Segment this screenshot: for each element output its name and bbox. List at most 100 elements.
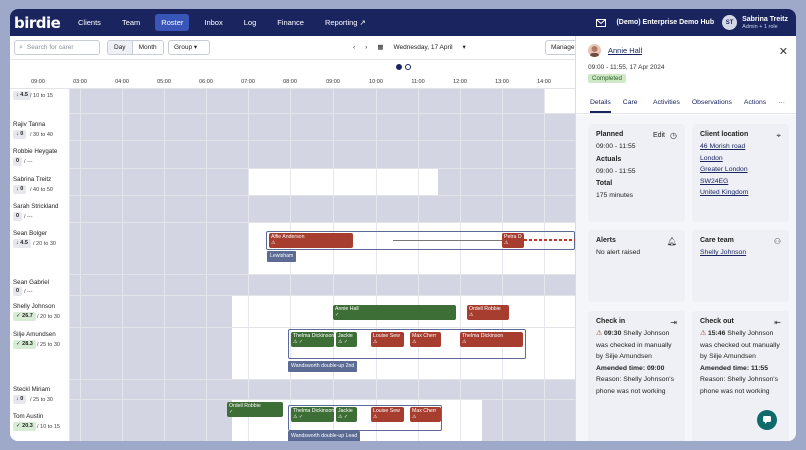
visit-block[interactable]: Thelma Dickinson ⚠: [460, 332, 523, 347]
hour-label: 05:00: [157, 79, 171, 85]
carer-name[interactable]: Silje Amundsen: [13, 331, 56, 338]
visit-block[interactable]: Ordell Robbie ⚠: [467, 305, 509, 320]
carer-name[interactable]: Shelly Johnson: [13, 303, 55, 310]
visit-block[interactable]: Ordell Robbie ✓: [227, 402, 283, 417]
carer-name[interactable]: Sabrina Treitz: [13, 176, 52, 183]
panel-body: Planned Edit ◷ 09:00 - 11:55 Actuals 09:…: [576, 115, 796, 441]
hour-label: 14:00: [537, 79, 551, 85]
group-dropdown[interactable]: Group ▾: [168, 40, 210, 55]
run-outline: [288, 405, 442, 431]
travel-line-overdue: [524, 239, 575, 241]
edit-button[interactable]: Edit: [652, 132, 665, 139]
carer-name[interactable]: Sean Bolger: [13, 230, 48, 237]
address-line[interactable]: London: [700, 154, 723, 162]
nav-roster[interactable]: Roster: [155, 14, 190, 31]
user-info[interactable]: Sabrina Treitz Admin + 1 role: [742, 16, 788, 30]
hours-range: / ---: [24, 214, 33, 220]
search-input[interactable]: ⌕ Search for carer: [14, 40, 100, 55]
visit-block[interactable]: Petra D ⚠: [502, 233, 524, 248]
planned-time: 09:00 - 11:55: [596, 143, 636, 150]
available-block: [248, 168, 438, 195]
care-team-member-link[interactable]: Shelly Johnson: [700, 249, 747, 256]
tab-actions[interactable]: Actions: [743, 99, 767, 106]
run-outline: [288, 329, 526, 359]
location-title: Client location: [700, 131, 749, 138]
nav-clients[interactable]: Clients: [78, 18, 101, 27]
address-line[interactable]: 46 Morish road: [700, 143, 746, 150]
hours-badge: ↓ 4.5: [13, 91, 31, 100]
hour-label: 07:00: [241, 79, 255, 85]
hours-badge: ↓ 4.5: [13, 239, 31, 248]
chat-bubble-icon[interactable]: [757, 410, 777, 430]
available-block: [248, 222, 575, 274]
nav-reporting[interactable]: Reporting ↗: [324, 18, 366, 27]
next-day-button[interactable]: ›: [365, 43, 368, 51]
mail-icon[interactable]: [596, 18, 607, 27]
carer-name[interactable]: Sarah Strickland: [13, 203, 59, 210]
address-line[interactable]: SW24EG: [700, 177, 729, 185]
pager-dots: [396, 64, 411, 70]
carer-name[interactable]: Sean Gabriel: [13, 279, 50, 286]
total-value: 175 minutes: [596, 192, 634, 199]
group-label: Group: [174, 44, 193, 51]
more-tabs-icon[interactable]: ···: [778, 99, 785, 106]
run-label[interactable]: Wandsworth double-up Lead: [288, 431, 361, 441]
close-icon[interactable]: ✕: [778, 46, 788, 58]
prev-day-button[interactable]: ‹: [353, 43, 356, 51]
visit-detail-panel: Annie Hall ✕ 09:00 - 11:55, 17 Apr 2024 …: [575, 36, 796, 441]
view-month-button[interactable]: Month: [138, 44, 157, 51]
visit-block[interactable]: Thelma Dickinson ⚠ ✓: [291, 407, 334, 422]
visit-block[interactable]: Louise Sew ⚠: [371, 407, 404, 422]
tab-observations[interactable]: Observations: [691, 99, 732, 106]
nav-finance[interactable]: Finance: [277, 18, 304, 27]
date-navigator: ‹ › ▦ Wednesday, 17 April ▾: [353, 43, 466, 52]
visit-block[interactable]: Jackie ⚠ ✓: [336, 332, 357, 347]
address-line[interactable]: United Kingdom: [700, 189, 749, 196]
view-day-button[interactable]: Day: [108, 41, 133, 54]
nav-log[interactable]: Log: [243, 18, 257, 27]
warning-icon: ⚠: [596, 330, 603, 337]
address-line[interactable]: Greater London: [700, 166, 748, 173]
hour-label: 03:00: [73, 79, 87, 85]
client-name-link[interactable]: Annie Hall: [608, 46, 643, 55]
run-label[interactable]: Lewisham: [267, 251, 297, 262]
carer-names-column: ↓ 4.5 / 10 to 15 Rajiv Tanna ↓ 0 / 30 to…: [10, 89, 70, 441]
birdie-logo[interactable]: birdie: [14, 13, 61, 32]
nav-inbox[interactable]: Inbox: [204, 18, 223, 27]
date-label[interactable]: Wednesday, 17 April: [393, 43, 453, 51]
visit-block[interactable]: Thelma Dickinson ⚠ ✓: [291, 332, 334, 347]
check-out-icon: ⇤: [774, 318, 781, 327]
hour-label: 13:00: [495, 79, 509, 85]
location-card: Client location ⌖ 46 Morish road London …: [692, 124, 789, 222]
pager-dot-1[interactable]: [396, 64, 402, 70]
carer-name[interactable]: Steckl Miriam: [13, 386, 51, 393]
carer-name[interactable]: Tom Austin: [13, 413, 44, 420]
calendar-icon[interactable]: ▦: [377, 44, 384, 51]
visit-block[interactable]: Annie Hall ✓: [333, 305, 456, 320]
view-toggle: Day Month: [107, 40, 164, 55]
tab-activities[interactable]: Activities: [653, 99, 680, 106]
hub-selector[interactable]: (Demo) Enterprise Demo Hub: [616, 19, 715, 26]
date-chevron-icon[interactable]: ▾: [462, 44, 466, 51]
total-title: Total: [596, 180, 613, 187]
visit-block[interactable]: Max Cherr ⚠: [410, 407, 441, 422]
visit-block[interactable]: Jackie ⚠ ✓: [336, 407, 357, 422]
visit-block[interactable]: Alfie Anderson ⚠: [269, 233, 353, 248]
tab-details[interactable]: Details: [590, 94, 611, 113]
user-avatar[interactable]: ST: [722, 15, 738, 30]
people-icon: ⚇: [773, 237, 781, 246]
hour-axis: 09:00 03:00 04:00 05:00 06:00 07:00 08:0…: [10, 75, 575, 89]
carer-name[interactable]: Rajiv Tanna: [13, 121, 46, 128]
nav-team[interactable]: Team: [121, 18, 141, 27]
run-label[interactable]: Wandsworth double-up 2nd: [288, 361, 358, 372]
carer-name[interactable]: Robbie Heygate: [13, 148, 58, 155]
check-in-title: Check in: [596, 318, 626, 325]
hours-range: / 20 to 30: [33, 241, 56, 247]
visit-block[interactable]: Max Cherr ⚠: [410, 332, 441, 347]
roster-grid: ↓ 4.5 / 10 to 15 Rajiv Tanna ↓ 0 / 30 to…: [10, 89, 575, 441]
tab-care-team[interactable]: Care team: [622, 99, 638, 124]
pager-dot-2[interactable]: [405, 64, 411, 70]
visit-block[interactable]: Louise Sew ⚠: [371, 332, 404, 347]
hours-range: / 20 to 30: [37, 314, 60, 320]
visit-time: 09:00 - 11:55, 17 Apr 2024: [588, 64, 665, 71]
